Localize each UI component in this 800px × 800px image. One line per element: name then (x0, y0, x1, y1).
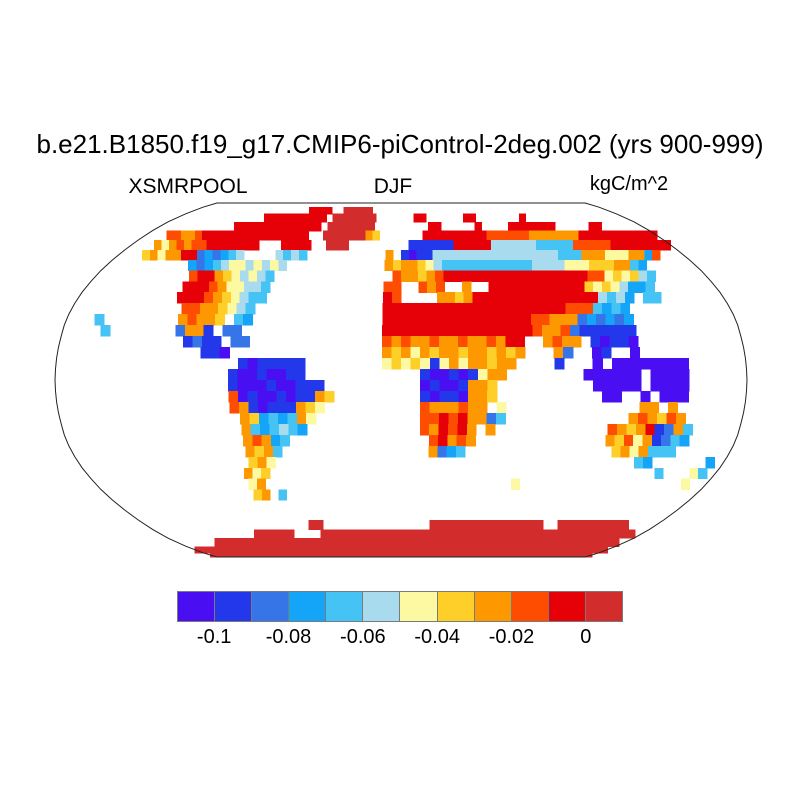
colorbar-box (177, 591, 216, 622)
plot-title: b.e21.B1850.f19_g17.CMIP6-piControl-2deg… (36, 129, 764, 159)
season-label: DJF (373, 175, 413, 198)
colorbar-box (362, 591, 401, 622)
colorbar-box (584, 591, 623, 622)
colorbar-box (436, 591, 475, 622)
map-cells (94, 207, 716, 558)
colorbar-tick-label: -0.06 (340, 626, 386, 648)
colorbar-box (473, 591, 512, 622)
colorbar-box (399, 591, 438, 622)
variable-label: XSMRPOOL (128, 175, 248, 198)
colorbar-box (251, 591, 290, 622)
colorbar-box (214, 591, 253, 622)
colorbar-tick-labels: -0.1 -0.08 -0.06 -0.04 -0.02 0 (0, 626, 800, 652)
units-label: kgC/m^2 (589, 173, 669, 195)
colorbar-box (547, 591, 586, 622)
colorbar-tick-label: -0.08 (265, 626, 312, 648)
colorbar-boxes (177, 591, 623, 622)
colorbar-tick-label: -0.1 (196, 626, 232, 648)
colorbar-tick-label: -0.04 (414, 626, 460, 648)
colorbar-box (510, 591, 549, 622)
colorbar-tick-label: -0.02 (488, 626, 535, 648)
colorbar-tick-label: 0 (580, 626, 592, 648)
world-map-svg (54, 202, 748, 558)
map-outline (54, 202, 748, 558)
colorbar-box (288, 591, 327, 622)
colorbar-box (325, 591, 364, 622)
